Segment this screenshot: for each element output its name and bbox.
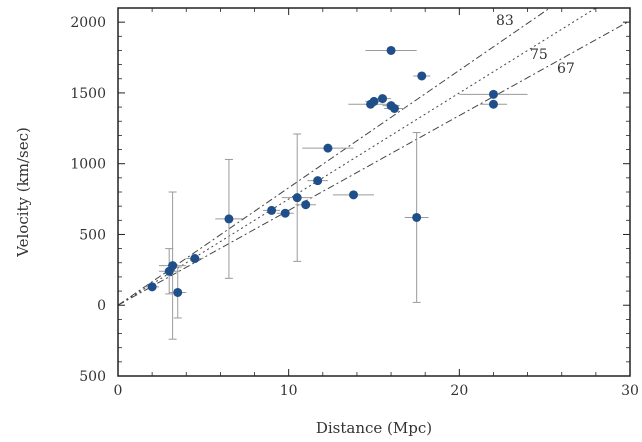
fit-line-labels: 83 75 67: [496, 13, 575, 77]
y-tick-label-5: 2000: [70, 15, 106, 31]
data-point-11: [323, 143, 333, 153]
x-tick-label-3: 30: [621, 383, 639, 399]
y-tick-label-1: 0: [97, 298, 106, 314]
data-point-7: [280, 208, 290, 218]
data-point-0: [147, 282, 157, 292]
data-point-8: [292, 193, 302, 203]
error-bars: [145, 49, 528, 340]
fit-line-83: [118, 8, 551, 306]
data-point-9: [301, 200, 311, 210]
x-axis-title: Distance (Mpc): [316, 419, 432, 437]
y-tick-label-4: 1500: [70, 86, 106, 102]
fit-line-label-83: 83: [496, 13, 514, 29]
data-point-19: [412, 212, 422, 222]
data-point-20: [417, 71, 427, 81]
y-tick-label-0: 500: [79, 369, 106, 385]
data-point-12: [349, 190, 359, 200]
data-point-14: [369, 96, 379, 106]
y-axis-title: Velocity (km/sec): [14, 127, 32, 258]
data-point-6: [267, 205, 277, 215]
fit-line-label-67: 67: [557, 61, 575, 77]
data-point-10: [313, 176, 323, 186]
data-point-4: [190, 254, 200, 264]
data-points: [147, 45, 498, 297]
x-tick-label-0: 0: [114, 383, 123, 399]
data-point-22: [488, 99, 498, 109]
data-point-17: [386, 45, 396, 55]
data-point-3: [173, 287, 183, 297]
fit-line-75: [118, 8, 597, 306]
data-point-15: [378, 94, 388, 104]
data-point-21: [488, 89, 498, 99]
fit-lines: [118, 8, 630, 306]
y-tick-label-2: 500: [79, 227, 106, 243]
y-tick-label-3: 1000: [70, 157, 106, 173]
data-point-2: [168, 261, 178, 271]
data-point-18: [389, 103, 399, 113]
x-tick-label-1: 10: [280, 383, 298, 399]
data-point-5: [224, 214, 234, 224]
fit-line-label-75: 75: [530, 47, 548, 63]
axis-ticks: 0 10 20 30 500 0 500 1000 1500 2000: [70, 8, 639, 399]
x-tick-label-2: 20: [450, 383, 468, 399]
